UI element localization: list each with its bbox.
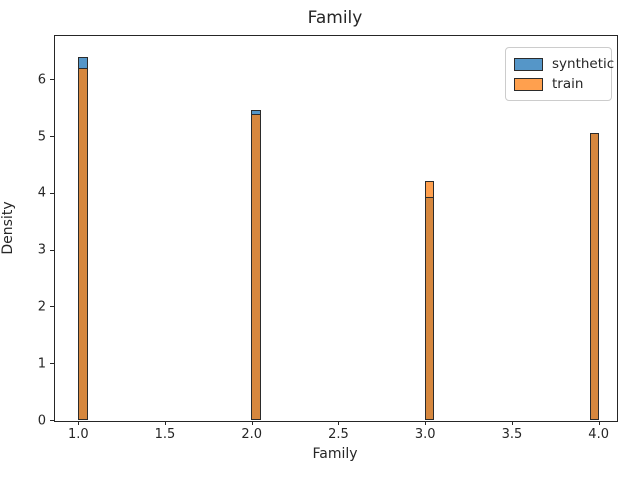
- legend-swatch-synthetic-icon: [514, 57, 543, 71]
- x-tick-mark: [165, 421, 166, 425]
- y-tick-mark: [50, 306, 54, 308]
- y-tick-label: 5: [37, 129, 46, 145]
- y-tick-mark: [50, 363, 54, 365]
- x-tick-label: 1.0: [67, 427, 89, 442]
- histogram-bar: [78, 56, 88, 420]
- x-tick-label: 2.0: [241, 427, 263, 442]
- y-tick-label: 4: [37, 185, 46, 201]
- x-tick-mark: [251, 421, 253, 425]
- legend-entry-synthetic: synthetic: [514, 54, 614, 74]
- legend-swatch-train-icon: [514, 77, 543, 91]
- x-tick-mark: [338, 421, 340, 425]
- x-tick-mark: [78, 421, 80, 425]
- legend-label-synthetic: synthetic: [552, 56, 615, 72]
- histogram-bar-top-segment: [252, 110, 260, 115]
- y-tick-label: 6: [37, 72, 46, 88]
- legend: synthetic train: [505, 47, 614, 101]
- legend-label-train: train: [552, 76, 584, 92]
- x-tick-mark: [598, 421, 600, 425]
- y-tick-label: 3: [37, 242, 46, 258]
- chart-title: Family: [307, 8, 363, 28]
- x-tick-label: 3.5: [501, 427, 523, 442]
- x-tick-label: 1.5: [154, 427, 176, 442]
- histogram-bar: [251, 109, 261, 420]
- y-tick-label: 0: [37, 413, 46, 428]
- y-tick-label: 1: [37, 356, 46, 372]
- y-axis-label: Density: [0, 201, 16, 255]
- x-tick-mark: [511, 421, 513, 425]
- x-axis-label: Family: [312, 446, 358, 462]
- histogram-bar: [589, 132, 599, 420]
- histogram-bar: [424, 180, 435, 420]
- x-tick-label: 3.0: [414, 427, 436, 442]
- y-tick-mark: [50, 249, 54, 251]
- legend-entry-train: train: [514, 74, 603, 94]
- y-tick-mark: [50, 79, 54, 81]
- histogram-bar-top-segment: [79, 57, 87, 69]
- x-tick-label: 2.5: [328, 427, 349, 442]
- y-tick-mark: [50, 192, 54, 194]
- x-tick-mark: [425, 421, 427, 425]
- x-tick-label: 4.0: [588, 427, 609, 442]
- y-tick-mark: [50, 136, 54, 138]
- histogram-bar-top-segment: [425, 181, 434, 199]
- y-tick-label: 2: [37, 299, 46, 315]
- y-tick-mark: [50, 420, 54, 421]
